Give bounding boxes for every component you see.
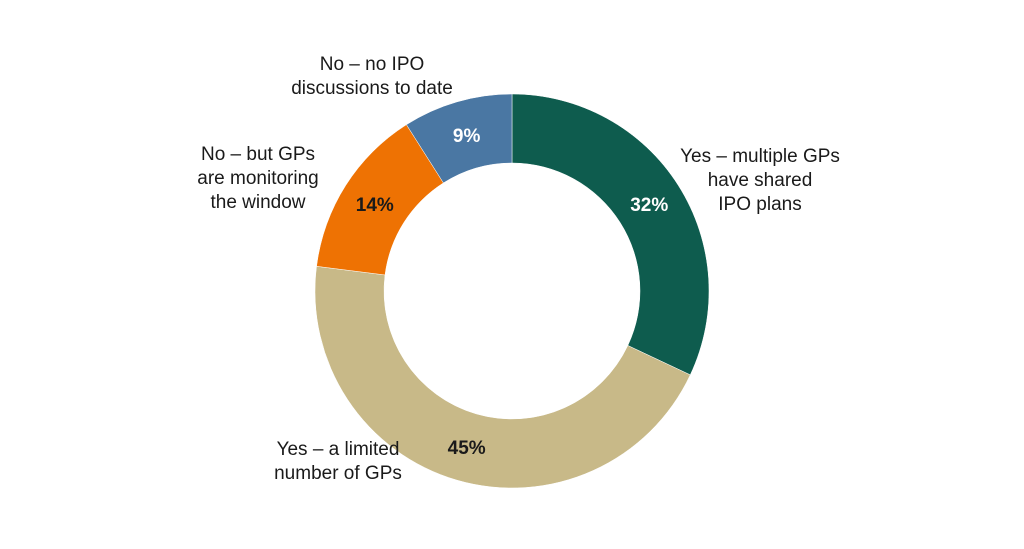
- value-labels: 32% 45% 14% 9%: [356, 126, 669, 459]
- slice-category-label-line: Yes – multiple GPs: [680, 146, 840, 167]
- slice-category-label-line: IPO plans: [718, 194, 801, 215]
- slice-category-label-line: No – no IPO: [320, 54, 425, 75]
- slice-category-label: No – but GPs are monitoring the window: [197, 144, 318, 213]
- donut-slice: [406, 93, 513, 184]
- slice-category-label-line: the window: [210, 192, 305, 213]
- category-labels: Yes – multiple GPs have shared IPO plansYe…: [197, 54, 840, 484]
- slice-category-label: No – no IPO discussions to date: [291, 54, 453, 99]
- slice-category-label-line: No – but GPs: [201, 144, 315, 165]
- slice-category-label-line: number of GPs: [274, 463, 402, 484]
- donut-slices: [314, 93, 710, 489]
- slice-category-label: Yes – multiple GPs have shared IPO plans: [680, 146, 840, 215]
- slice-value-label: 14%: [356, 195, 394, 216]
- slice-category-label-line: are monitoring: [197, 168, 318, 189]
- donut-slice: [511, 93, 710, 376]
- slice-value-label: 9%: [453, 126, 481, 147]
- slice-value-label: 32%: [630, 195, 668, 216]
- slice-value-label: 45%: [448, 438, 486, 459]
- slice-category-label: Yes – a limited number of GPs: [274, 439, 402, 484]
- slice-category-label-line: Yes – a limited: [277, 439, 400, 460]
- donut-slice: [314, 266, 691, 489]
- slice-category-label-line: discussions to date: [291, 78, 453, 99]
- slice-category-label-line: have shared: [708, 170, 813, 191]
